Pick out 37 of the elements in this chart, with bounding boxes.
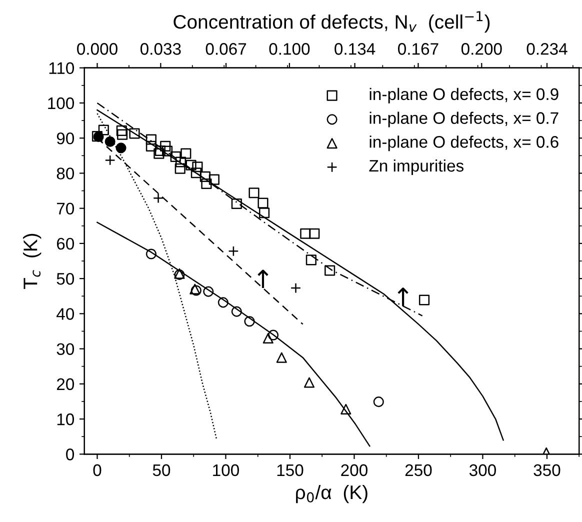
x-tick-label: 0 — [93, 464, 102, 476]
legend-label: Zn impurities — [369, 159, 464, 176]
y-tick-label: 110 — [49, 62, 74, 74]
y-tick-label: 70 — [56, 202, 74, 215]
x-tick-label: 50 — [152, 464, 170, 476]
y-tick-label: 90 — [56, 132, 74, 144]
x-tick-label: 150 — [277, 464, 304, 476]
y-tick-label: 30 — [56, 343, 74, 355]
y-axis-title: T$_{c}$ (K) — [23, 234, 42, 290]
x-tick-label: 250 — [405, 464, 432, 476]
x-axis-title: ρ$_{0}$/α (K) — [296, 484, 368, 504]
x2-tick-label: 0.200 — [461, 43, 502, 55]
annotation: ↑ — [398, 288, 408, 306]
x-tick-label: 300 — [469, 464, 496, 476]
y-tick-label: 40 — [56, 308, 74, 320]
x2-tick-label: 0.234 — [526, 43, 568, 55]
y-tick-label: 80 — [56, 168, 74, 180]
annotation: ↑ — [258, 270, 268, 288]
x2-tick-label: 0.167 — [398, 43, 438, 55]
x2-tick-label: 0.134 — [334, 43, 376, 55]
x2-tick-label: 0.100 — [269, 43, 310, 55]
x2-tick-label: 0.067 — [206, 43, 246, 55]
x2-tick-label: 0.000 — [77, 43, 118, 55]
y-tick-label: 50 — [56, 272, 74, 285]
legend-label: in-plane O defects, x= 0.7 — [370, 112, 558, 128]
x2-axis-title: Concentration of defects, N$_{v}$ (cell$^{−1}$) — [174, 11, 490, 33]
legend-label: in-plane O defects, x= 0.9 — [370, 88, 558, 104]
x2-tick-label: 0.033 — [140, 43, 181, 55]
y-tick-label: 0 — [66, 448, 74, 460]
y-tick-label: 60 — [56, 238, 74, 250]
x-tick-label: 350 — [534, 464, 560, 476]
y-tick-label: 100 — [48, 97, 74, 110]
x-tick-label: 200 — [341, 464, 368, 476]
y-tick-label: 20 — [56, 378, 74, 390]
x-tick-label: 100 — [213, 464, 239, 476]
y-tick-label: 10 — [57, 413, 74, 426]
legend-label: in-plane O defects, x= 0.6 — [370, 136, 558, 152]
